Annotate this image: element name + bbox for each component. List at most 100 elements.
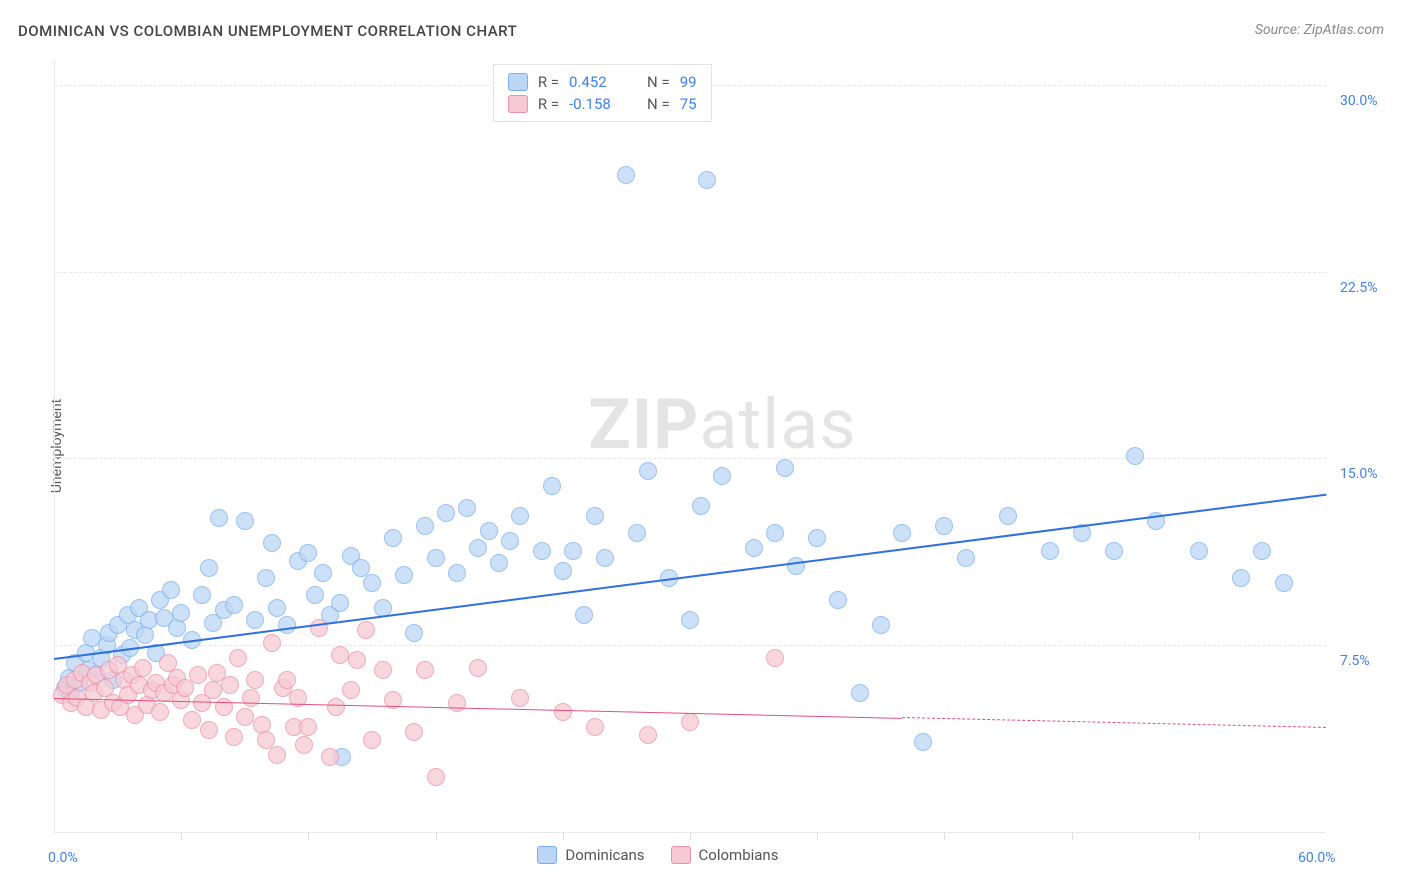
series-legend-item: Dominicans (537, 846, 644, 864)
scatter-point (225, 728, 243, 746)
legend-swatch-icon (537, 846, 557, 864)
y-tick-label: 30.0% (1340, 93, 1378, 109)
n-label: N = (647, 73, 670, 91)
n-value: 99 (680, 73, 697, 91)
scatter-point (189, 666, 207, 684)
scatter-point (437, 504, 455, 522)
r-label: R = (538, 95, 559, 113)
scatter-point (210, 509, 228, 527)
scatter-point (327, 698, 345, 716)
scatter-point (776, 459, 794, 477)
scatter-point (766, 649, 784, 667)
scatter-point (236, 512, 254, 530)
scatter-point (533, 542, 551, 560)
scatter-point (321, 748, 339, 766)
scatter-point (295, 736, 313, 754)
scatter-point (427, 768, 445, 786)
scatter-point (246, 611, 264, 629)
scatter-point (405, 624, 423, 642)
scatter-point (787, 557, 805, 575)
scatter-point (851, 684, 869, 702)
scatter-point (221, 676, 239, 694)
scatter-point (808, 529, 826, 547)
scatter-point (310, 619, 328, 637)
scatter-point (596, 549, 614, 567)
x-axis (54, 832, 1326, 833)
scatter-point (278, 671, 296, 689)
series-legend: DominicansColombians (537, 846, 778, 864)
scatter-point (363, 731, 381, 749)
series-legend-label: Dominicans (565, 846, 644, 864)
scatter-point (225, 596, 243, 614)
r-value: -0.158 (569, 95, 629, 113)
scatter-point (501, 532, 519, 550)
scatter-point (299, 544, 317, 562)
legend-swatch-icon (671, 846, 691, 864)
scatter-point (1126, 447, 1144, 465)
n-label: N = (647, 95, 670, 113)
y-tick-label: 15.0% (1340, 466, 1378, 482)
scatter-point (314, 564, 332, 582)
scatter-point (766, 524, 784, 542)
r-label: R = (538, 73, 559, 91)
scatter-point (134, 659, 152, 677)
x-tick (690, 832, 691, 840)
scatter-point (384, 529, 402, 547)
scatter-point (957, 549, 975, 567)
scatter-point (935, 517, 953, 535)
scatter-point (268, 599, 286, 617)
scatter-point (448, 694, 466, 712)
scatter-point (151, 703, 169, 721)
scatter-point (554, 562, 572, 580)
scatter-point (1275, 574, 1293, 592)
scatter-point (586, 507, 604, 525)
scatter-point (628, 524, 646, 542)
scatter-point (554, 703, 572, 721)
scatter-point (306, 586, 324, 604)
correlation-legend: R = 0.452 N = 99 R = -0.158 N = 75 (493, 64, 712, 122)
x-min-label: 0.0% (48, 850, 78, 866)
scatter-point (200, 721, 218, 739)
scatter-point (1105, 542, 1123, 560)
scatter-point (511, 689, 529, 707)
scatter-point (458, 499, 476, 517)
x-max-label: 60.0% (1298, 850, 1336, 866)
scatter-point (1041, 542, 1059, 560)
plot-area: 7.5%15.0%22.5%30.0%0.0%60.0%ZIPatlasR =0… (54, 60, 1326, 832)
scatter-point (480, 522, 498, 540)
x-tick (308, 832, 309, 840)
n-value: 75 (680, 95, 697, 113)
r-value: 0.452 (569, 73, 629, 91)
scatter-point (893, 524, 911, 542)
source-attribution: Source: ZipAtlas.com (1255, 22, 1384, 38)
scatter-point (183, 711, 201, 729)
scatter-point (246, 671, 264, 689)
scatter-point (639, 462, 657, 480)
scatter-point (575, 606, 593, 624)
grid-line (54, 645, 1326, 646)
scatter-point (681, 611, 699, 629)
scatter-point (229, 649, 247, 667)
scatter-point (162, 581, 180, 599)
scatter-point (348, 651, 366, 669)
x-tick (1199, 832, 1200, 840)
scatter-point (692, 497, 710, 515)
trend-line (902, 717, 1326, 728)
scatter-point (331, 646, 349, 664)
scatter-point (511, 507, 529, 525)
scatter-point (357, 621, 375, 639)
scatter-point (193, 586, 211, 604)
legend-swatch-icon (508, 73, 528, 91)
scatter-point (698, 171, 716, 189)
y-tick-label: 7.5% (1340, 653, 1370, 669)
scatter-point (263, 534, 281, 552)
scatter-point (872, 616, 890, 634)
x-tick (817, 832, 818, 840)
scatter-point (617, 166, 635, 184)
scatter-point (405, 723, 423, 741)
scatter-point (713, 467, 731, 485)
scatter-point (490, 554, 508, 572)
correlation-legend-row: R = -0.158 N = 75 (508, 93, 697, 115)
x-tick (563, 832, 564, 840)
scatter-point (278, 616, 296, 634)
